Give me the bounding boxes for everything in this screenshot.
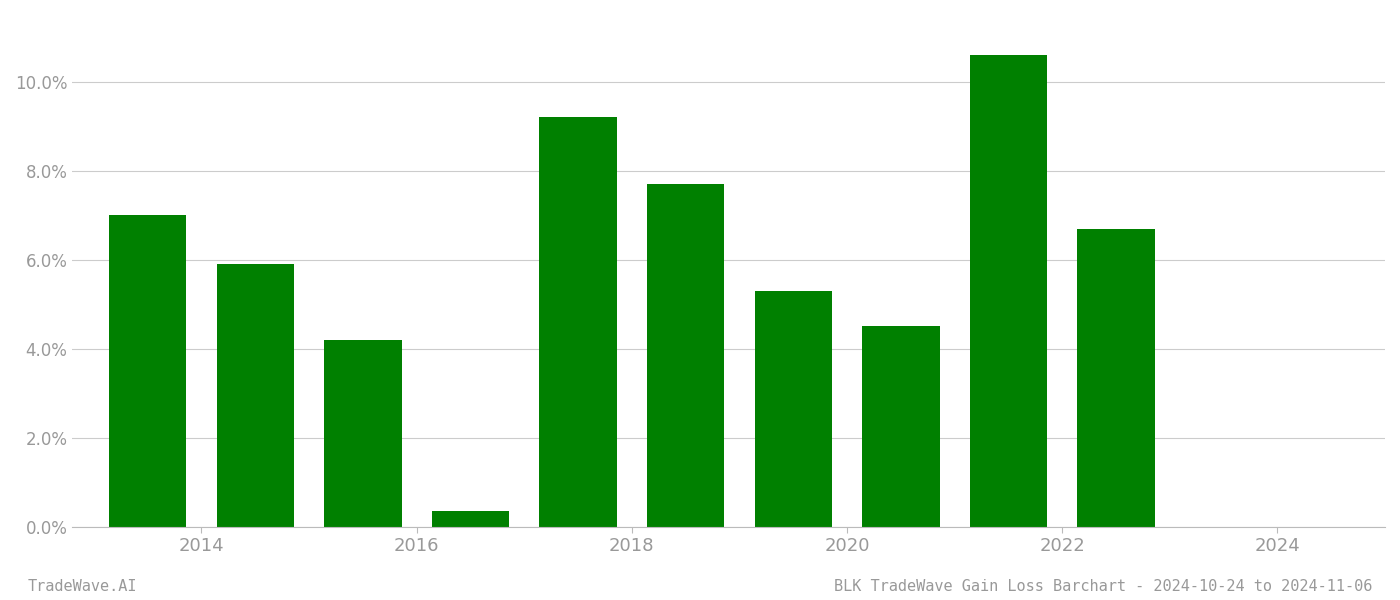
Bar: [325, 340, 402, 527]
Bar: [109, 215, 186, 527]
Bar: [862, 326, 939, 527]
Bar: [970, 55, 1047, 527]
Bar: [431, 511, 510, 527]
Text: BLK TradeWave Gain Loss Barchart - 2024-10-24 to 2024-11-06: BLK TradeWave Gain Loss Barchart - 2024-…: [833, 579, 1372, 594]
Bar: [539, 118, 617, 527]
Bar: [755, 291, 832, 527]
Bar: [1077, 229, 1155, 527]
Bar: [647, 184, 724, 527]
Text: TradeWave.AI: TradeWave.AI: [28, 579, 137, 594]
Bar: [217, 264, 294, 527]
